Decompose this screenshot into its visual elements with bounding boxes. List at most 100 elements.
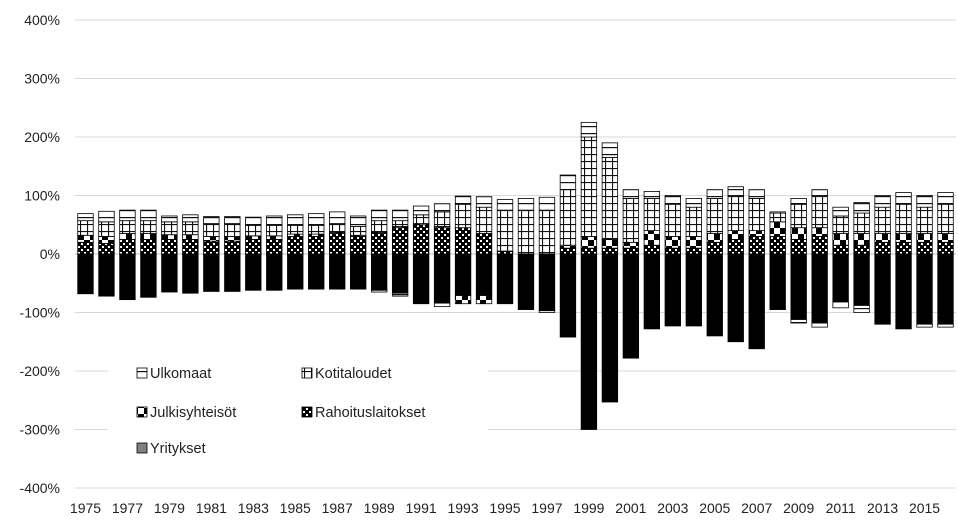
bar-yritykset	[559, 253, 577, 338]
bar-rahoituslaitokset	[287, 236, 304, 255]
bar-kotitaloudet	[517, 209, 535, 255]
bar-kotitaloudet	[874, 206, 891, 234]
bar-ulkomaat	[832, 206, 849, 217]
bar-julkisyhteisot	[853, 233, 870, 246]
bar-kotitaloudet	[119, 220, 136, 234]
bar-ulkomaat	[266, 215, 283, 226]
y-tick-label: 100%	[24, 188, 60, 204]
legend-label-ulkomaat: Ulkomaat	[150, 366, 211, 382]
bar-kotitaloudet	[454, 203, 472, 229]
x-tick-label: 1995	[489, 500, 520, 516]
bar-ulkomaat	[580, 121, 598, 138]
bar-kotitaloudet	[308, 224, 325, 235]
bar-julkisyhteisot	[790, 227, 807, 240]
bar-julkisyhteisot	[916, 233, 933, 243]
bar-julkisyhteisot	[559, 244, 577, 249]
bar-kotitaloudet	[601, 157, 619, 240]
bar-ulkomaat-negative	[937, 323, 954, 328]
bar-rahoituslaitokset	[895, 241, 912, 255]
bar-ulkomaat	[538, 196, 556, 211]
x-tick-label: 1989	[364, 500, 395, 516]
bar-rahoituslaitokset	[853, 244, 870, 255]
bar-julkisyhteisot	[643, 230, 661, 246]
x-tick-label: 2005	[699, 500, 730, 516]
x-tick-label: 1993	[447, 500, 478, 516]
bar-rahoituslaitokset	[266, 238, 283, 255]
bar-kotitaloudet	[559, 189, 577, 246]
bar-ulkomaat-negative	[853, 305, 870, 313]
bar-ulkomaat	[853, 202, 870, 214]
bar-yritykset	[412, 253, 430, 305]
y-tick-label: -300%	[20, 422, 60, 438]
bar-ulkomaat	[664, 195, 681, 205]
bar-yritykset	[370, 253, 388, 291]
bar-rahoituslaitokset	[916, 241, 933, 255]
bar-julkisyhteisot	[706, 233, 723, 243]
bar-yritykset	[601, 253, 619, 403]
x-tick-label: 2003	[657, 500, 688, 516]
bar-ulkomaat	[370, 209, 388, 222]
x-tick-label: 2015	[909, 500, 940, 516]
bar-julkisyhteisot	[182, 234, 199, 240]
bar-kotitaloudet	[350, 226, 367, 236]
y-tick-label: 200%	[24, 129, 60, 145]
bar-yritykset	[454, 253, 472, 296]
legend-swatch-ulkomaat	[136, 367, 148, 379]
bar-yritykset	[874, 253, 891, 325]
bar-yritykset	[433, 253, 451, 304]
bar-kotitaloudet	[895, 203, 912, 234]
bar-yritykset	[727, 253, 744, 343]
bar-rahoituslaitokset	[329, 233, 346, 255]
bar-rahoituslaitokset	[601, 247, 619, 255]
bar-ulkomaat	[412, 205, 430, 216]
bar-kotitaloudet	[538, 209, 556, 255]
bar-rahoituslaitokset	[119, 238, 136, 255]
bar-rahoituslaitokset	[412, 224, 430, 255]
bar-ulkomaat-negative	[538, 310, 556, 313]
bar-kotitaloudet	[161, 221, 178, 236]
bar-kotitaloudet	[391, 220, 409, 227]
y-tick-label: 0%	[40, 246, 60, 262]
bar-kotitaloudet	[329, 223, 346, 233]
bar-yritykset	[811, 253, 828, 324]
bar-ulkomaat	[769, 211, 786, 214]
bar-ulkomaat	[475, 196, 493, 208]
bar-julkisyhteisot	[245, 235, 262, 240]
bar-ulkomaat	[937, 192, 954, 205]
x-tick-label: 1981	[196, 500, 227, 516]
bar-rahoituslaitokset	[727, 238, 744, 255]
x-tick-label: 1999	[573, 500, 604, 516]
bar-yritykset	[391, 253, 409, 294]
bar-ulkomaat	[203, 216, 220, 224]
legend-swatch-kotitaloudet	[301, 367, 313, 379]
legend-swatch-rahoituslaitokset	[301, 406, 313, 418]
bars	[77, 121, 954, 430]
bar-ulkomaat	[287, 214, 304, 226]
bar-ulkomaat	[685, 198, 702, 208]
bar-rahoituslaitokset	[811, 236, 828, 255]
x-tick-label: 2013	[867, 500, 898, 516]
bar-yritykset	[350, 253, 367, 290]
bar-kotitaloudet	[727, 195, 744, 231]
bar-yritykset	[475, 253, 493, 296]
bar-yritykset	[664, 253, 681, 327]
x-tick-label: 1983	[238, 500, 269, 516]
x-tick-label: 1979	[154, 500, 185, 516]
bar-rahoituslaitokset	[140, 238, 157, 255]
bar-ulkomaat	[391, 209, 409, 222]
bar-yritykset	[496, 253, 514, 305]
bar-ulkomaat	[916, 195, 933, 208]
bar-yritykset	[266, 253, 283, 291]
legend-label-julkisyhteisot: Julkisyhteisöt	[150, 405, 236, 421]
bar-rahoituslaitokset	[832, 244, 849, 255]
bar-rahoituslaitokset	[643, 244, 661, 255]
bar-rahoituslaitokset	[161, 238, 178, 255]
bar-yritykset	[161, 253, 178, 293]
bar-kotitaloudet	[790, 203, 807, 229]
bar-julkisyhteisot	[748, 230, 765, 237]
bar-julkisyhteisot	[727, 230, 744, 240]
bar-ulkomaat	[98, 210, 115, 223]
legend: Ulkomaat Kotitaloudet Julkisyhteisöt Rahoit…	[108, 355, 488, 467]
y-tick-label: 300%	[24, 71, 60, 87]
bar-yritykset	[517, 253, 535, 310]
